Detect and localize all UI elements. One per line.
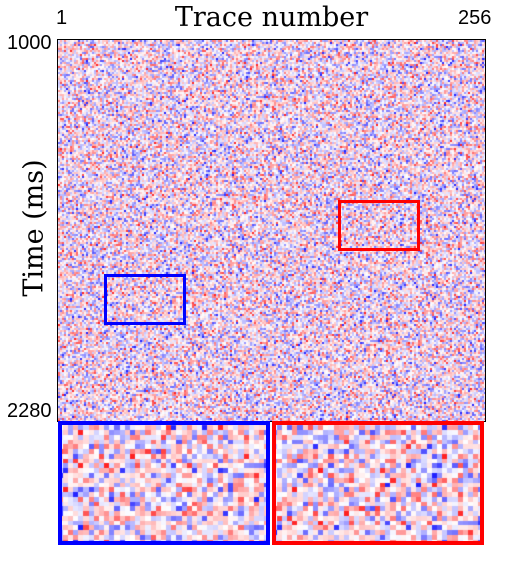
highlight-box-red <box>338 200 420 251</box>
zoom-panel-blue-frame <box>58 421 270 545</box>
zoom-panel-red-frame <box>272 421 484 545</box>
zoom-panel-blue <box>58 421 270 545</box>
y-axis-label: Time (ms) <box>18 159 50 297</box>
zoom-panel-red <box>272 421 484 545</box>
highlight-box-blue <box>104 274 186 325</box>
y-tick-label-start: 1000 <box>7 32 52 54</box>
seismic-section-heatmap <box>57 39 486 422</box>
x-tick-label-end: 256 <box>458 7 492 29</box>
x-tick-label-start: 1 <box>56 7 68 29</box>
y-tick-label-end: 2280 <box>7 400 52 422</box>
x-axis-label: Trace number <box>174 2 369 33</box>
